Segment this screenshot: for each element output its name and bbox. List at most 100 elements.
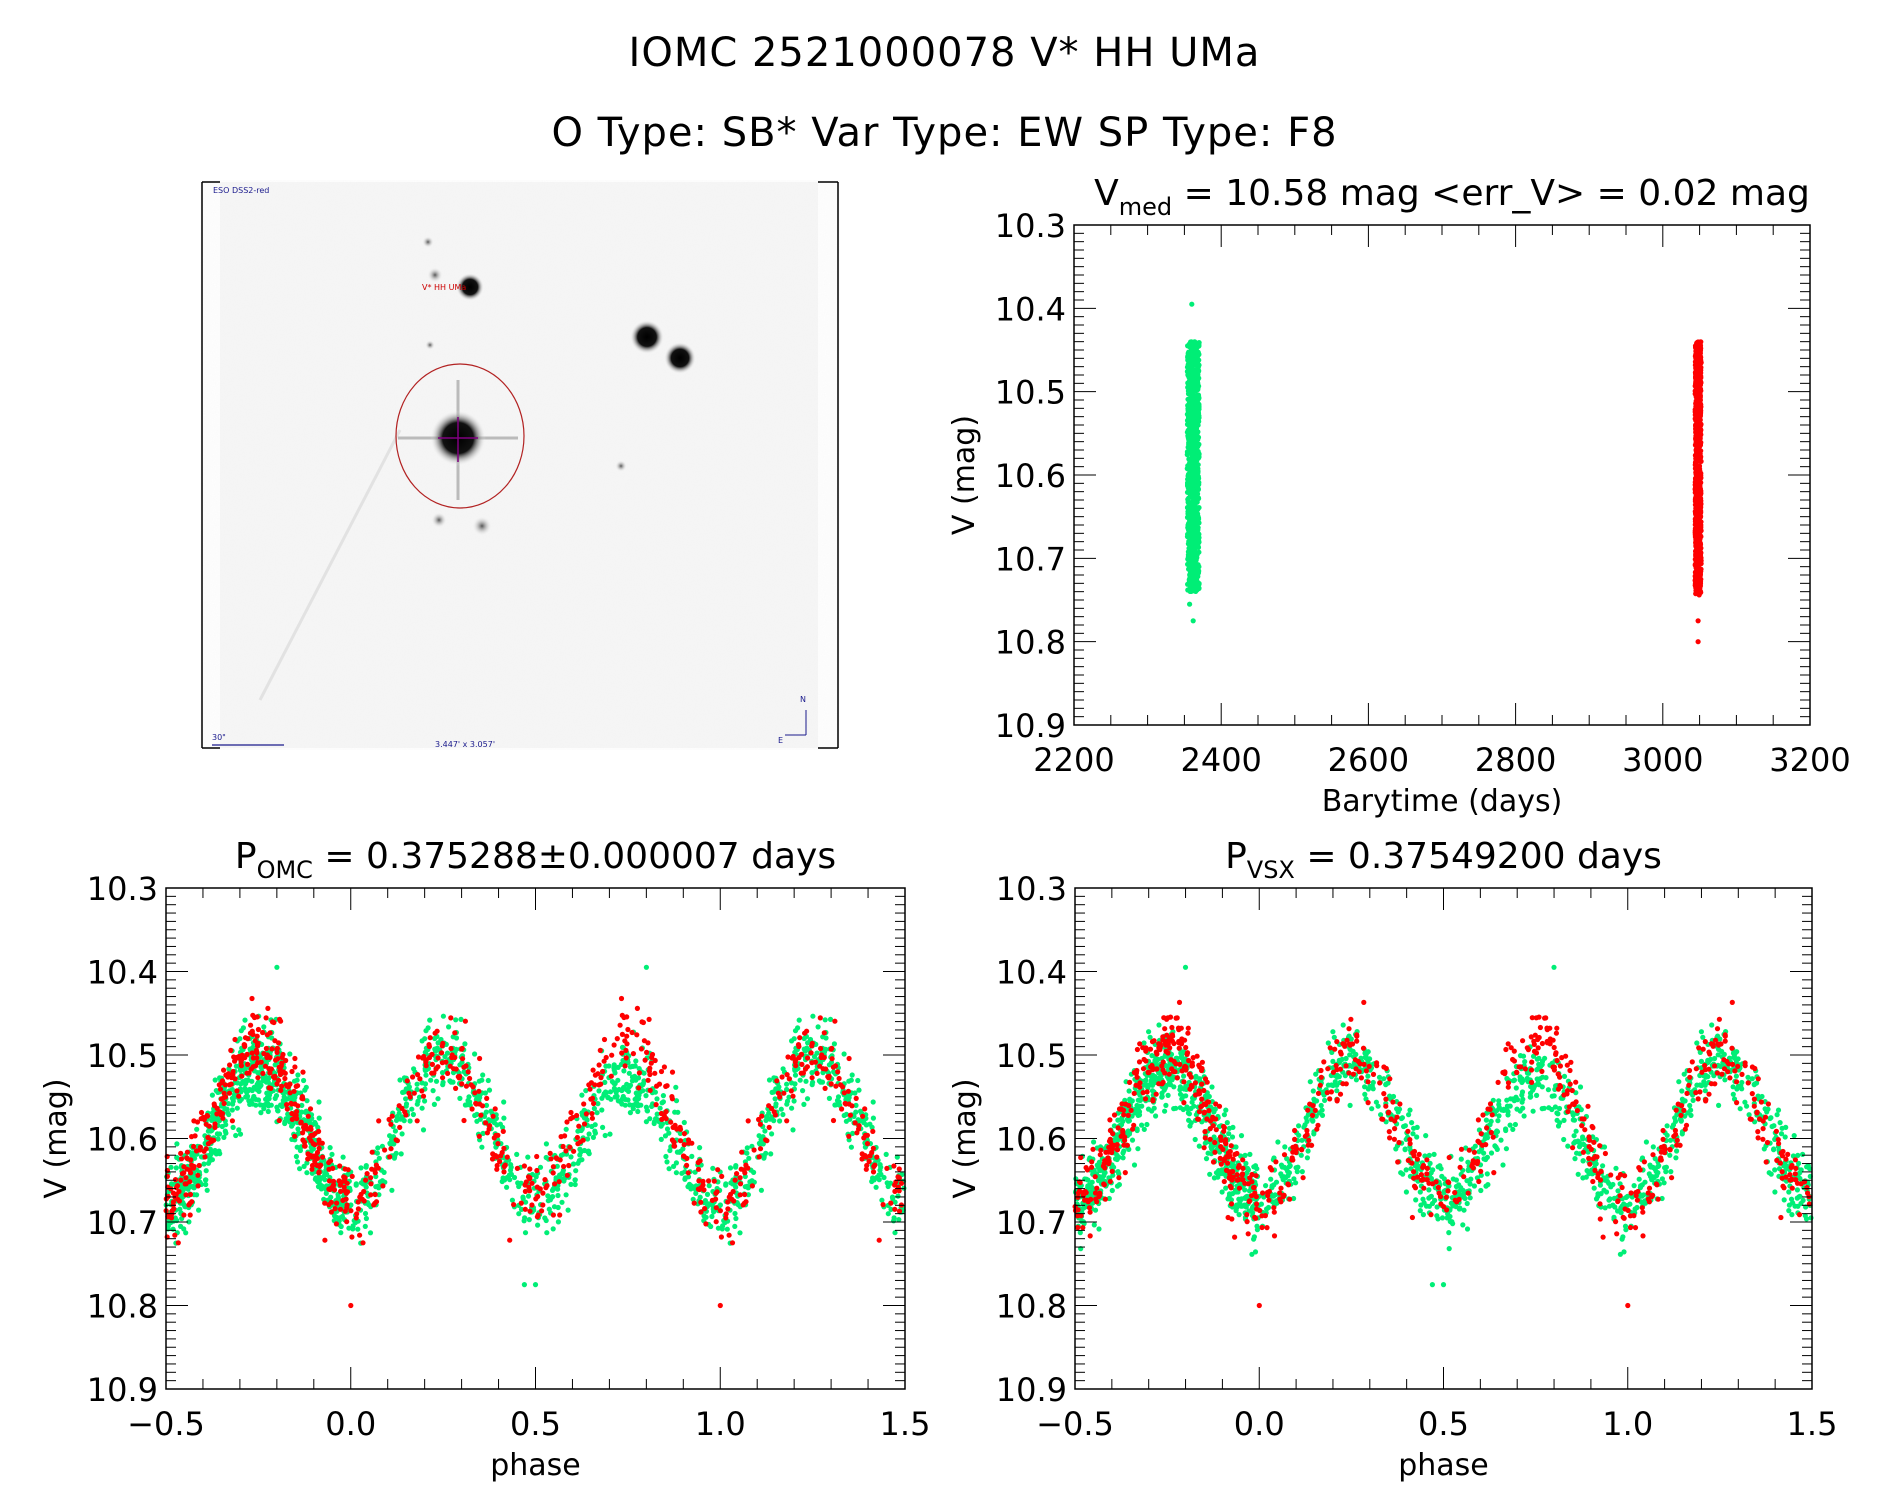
- data-point: [598, 1075, 604, 1081]
- data-point: [187, 1191, 194, 1198]
- data-point: [1697, 386, 1703, 392]
- data-point: [849, 1103, 855, 1109]
- data-point: [797, 1077, 803, 1083]
- data-point: [798, 1070, 804, 1076]
- data-point: [203, 1168, 209, 1174]
- data-point: [668, 1119, 674, 1125]
- data-point: [784, 1086, 790, 1093]
- data-point: [660, 1099, 667, 1105]
- data-point: [527, 1188, 533, 1194]
- data-point: [1187, 460, 1193, 466]
- data-point: [756, 1154, 762, 1160]
- data-point: [833, 1102, 839, 1108]
- data-point: [564, 1119, 570, 1125]
- data-point: [187, 1179, 193, 1185]
- data-point: [1191, 534, 1197, 541]
- data-point: [572, 1181, 578, 1188]
- data-point: [232, 1076, 238, 1082]
- data-point: [681, 1142, 687, 1148]
- data-point: [841, 1051, 847, 1057]
- data-point: [363, 1164, 369, 1170]
- data-point: [1695, 639, 1701, 645]
- data-point: [1185, 561, 1191, 567]
- data-point: [1698, 439, 1704, 446]
- data-point: [309, 1170, 315, 1176]
- data-point: [196, 1207, 202, 1213]
- data-point: [197, 1144, 203, 1150]
- data-point: [1187, 483, 1193, 489]
- data-point: [1186, 545, 1193, 551]
- data-point: [295, 1083, 301, 1089]
- data-point: [501, 1169, 507, 1175]
- data-point: [243, 1094, 249, 1100]
- data-point: [870, 1115, 877, 1121]
- data-point: [372, 1191, 378, 1198]
- data-point: [1189, 410, 1195, 416]
- data-point: [476, 1133, 482, 1139]
- data-point: [328, 1199, 334, 1205]
- data-point: [209, 1117, 215, 1123]
- data-point: [455, 1074, 461, 1080]
- data-point: [270, 1074, 277, 1080]
- data-point: [681, 1119, 687, 1126]
- data-point: [491, 1135, 497, 1141]
- data-point: [526, 1217, 532, 1223]
- data-point: [183, 1230, 189, 1236]
- data-point: [221, 1067, 227, 1073]
- data-point: [635, 1075, 642, 1081]
- data-point: [1193, 556, 1199, 563]
- data-point: [1194, 525, 1200, 532]
- data-point: [240, 1079, 246, 1085]
- data-point: [396, 1110, 402, 1116]
- data-point: [581, 1101, 587, 1107]
- data-point: [382, 1147, 388, 1153]
- data-point: [817, 1015, 823, 1021]
- data-point: [184, 1155, 190, 1161]
- data-point: [1184, 449, 1190, 455]
- data-point: [274, 1045, 280, 1051]
- data-point: [527, 1175, 533, 1181]
- data-point: [830, 1117, 837, 1124]
- data-point: [392, 1128, 398, 1134]
- data-point: [376, 1192, 382, 1198]
- data-point: [1194, 392, 1200, 399]
- data-point: [801, 1101, 807, 1107]
- data-point: [799, 1061, 805, 1067]
- data-point: [320, 1174, 326, 1181]
- data-point: [692, 1169, 698, 1175]
- data-point: [1109, 1187, 1115, 1194]
- data-point: [666, 1166, 672, 1172]
- data-point: [501, 1099, 507, 1105]
- data-point: [217, 1109, 223, 1115]
- data-point: [359, 1196, 365, 1202]
- data-point: [555, 1219, 562, 1225]
- data-point: [426, 1055, 433, 1061]
- data-point: [1697, 486, 1703, 492]
- data-point: [329, 1185, 335, 1191]
- data-point: [823, 1035, 829, 1041]
- data-point: [328, 1209, 334, 1215]
- data-point: [1694, 476, 1700, 482]
- data-point: [498, 1153, 504, 1159]
- data-point: [630, 1063, 637, 1069]
- data-point: [598, 1081, 604, 1087]
- data-point: [805, 1055, 811, 1061]
- data-point: [511, 1174, 518, 1181]
- data-point: [260, 1078, 266, 1084]
- data-point: [833, 1083, 839, 1089]
- data-point: [501, 1115, 507, 1121]
- data-point: [1190, 502, 1196, 508]
- data-point: [796, 1043, 802, 1050]
- data-point: [273, 1057, 279, 1063]
- data-point: [322, 1200, 328, 1206]
- data-point: [717, 1302, 723, 1309]
- data-point: [1694, 431, 1700, 437]
- data-point: [638, 1046, 645, 1052]
- data-point: [242, 1043, 248, 1050]
- data-point: [342, 1188, 348, 1194]
- data-point: [860, 1113, 866, 1119]
- data-point: [726, 1232, 732, 1238]
- data-point: [1194, 538, 1200, 544]
- data-point: [170, 1226, 176, 1232]
- data-point: [698, 1199, 704, 1205]
